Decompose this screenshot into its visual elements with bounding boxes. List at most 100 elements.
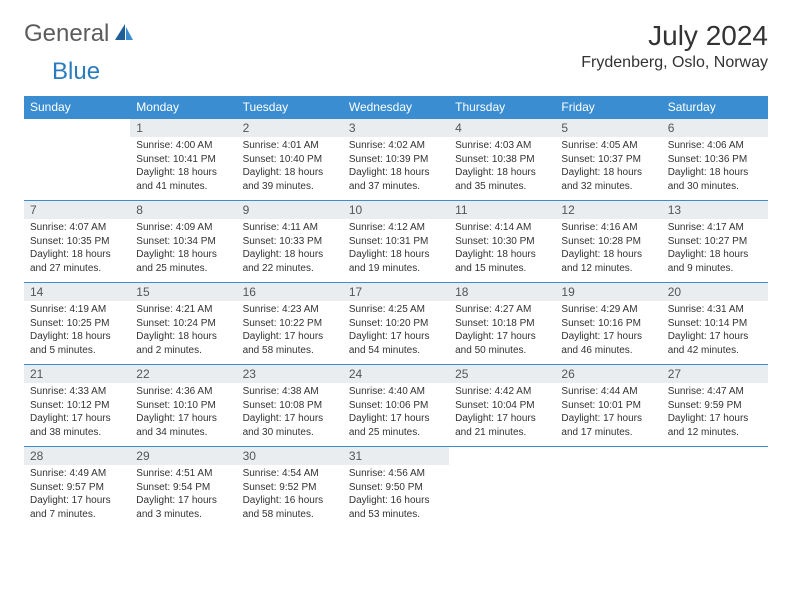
title-block: July 2024 Frydenberg, Oslo, Norway (581, 20, 768, 72)
day-number: 16 (237, 283, 343, 301)
day-detail: Sunrise: 4:36 AMSunset: 10:10 PMDaylight… (130, 383, 236, 443)
calendar-cell: 8Sunrise: 4:09 AMSunset: 10:34 PMDayligh… (130, 201, 236, 283)
day-detail: Sunrise: 4:11 AMSunset: 10:33 PMDaylight… (237, 219, 343, 279)
calendar-table: Sunday Monday Tuesday Wednesday Thursday… (24, 96, 768, 529)
day-detail: Sunrise: 4:23 AMSunset: 10:22 PMDaylight… (237, 301, 343, 361)
calendar-cell: 28Sunrise: 4:49 AMSunset: 9:57 PMDayligh… (24, 447, 130, 529)
day-number: 11 (449, 201, 555, 219)
day-number: 24 (343, 365, 449, 383)
calendar-cell: 21Sunrise: 4:33 AMSunset: 10:12 PMDaylig… (24, 365, 130, 447)
day-detail: Sunrise: 4:27 AMSunset: 10:18 PMDaylight… (449, 301, 555, 361)
calendar-cell: 12Sunrise: 4:16 AMSunset: 10:28 PMDaylig… (555, 201, 661, 283)
day-detail: Sunrise: 4:09 AMSunset: 10:34 PMDaylight… (130, 219, 236, 279)
calendar-cell: 25Sunrise: 4:42 AMSunset: 10:04 PMDaylig… (449, 365, 555, 447)
calendar-cell: 15Sunrise: 4:21 AMSunset: 10:24 PMDaylig… (130, 283, 236, 365)
calendar-cell: 22Sunrise: 4:36 AMSunset: 10:10 PMDaylig… (130, 365, 236, 447)
day-number: 25 (449, 365, 555, 383)
day-detail: Sunrise: 4:00 AMSunset: 10:41 PMDaylight… (130, 137, 236, 197)
calendar-cell: 7Sunrise: 4:07 AMSunset: 10:35 PMDayligh… (24, 201, 130, 283)
page-location: Frydenberg, Oslo, Norway (581, 54, 768, 72)
day-header: Monday (130, 96, 236, 119)
day-number: 23 (237, 365, 343, 383)
day-number: 20 (662, 283, 768, 301)
day-number: 13 (662, 201, 768, 219)
day-number: 9 (237, 201, 343, 219)
calendar-cell: 19Sunrise: 4:29 AMSunset: 10:16 PMDaylig… (555, 283, 661, 365)
day-detail: Sunrise: 4:51 AMSunset: 9:54 PMDaylight:… (130, 465, 236, 525)
calendar-cell: 24Sunrise: 4:40 AMSunset: 10:06 PMDaylig… (343, 365, 449, 447)
calendar-cell: 31Sunrise: 4:56 AMSunset: 9:50 PMDayligh… (343, 447, 449, 529)
day-detail: Sunrise: 4:49 AMSunset: 9:57 PMDaylight:… (24, 465, 130, 525)
day-number: 1 (130, 119, 236, 137)
day-number: 18 (449, 283, 555, 301)
day-header: Sunday (24, 96, 130, 119)
day-detail: Sunrise: 4:33 AMSunset: 10:12 PMDaylight… (24, 383, 130, 443)
logo: General (24, 20, 137, 48)
day-number: 5 (555, 119, 661, 137)
calendar-cell: 16Sunrise: 4:23 AMSunset: 10:22 PMDaylig… (237, 283, 343, 365)
calendar-cell: 5Sunrise: 4:05 AMSunset: 10:37 PMDayligh… (555, 119, 661, 201)
day-detail: Sunrise: 4:56 AMSunset: 9:50 PMDaylight:… (343, 465, 449, 525)
calendar-cell: 23Sunrise: 4:38 AMSunset: 10:08 PMDaylig… (237, 365, 343, 447)
day-number: 29 (130, 447, 236, 465)
calendar-cell (662, 447, 768, 529)
logo-text-general: General (24, 20, 109, 48)
day-number: 28 (24, 447, 130, 465)
calendar-cell: 13Sunrise: 4:17 AMSunset: 10:27 PMDaylig… (662, 201, 768, 283)
day-detail: Sunrise: 4:07 AMSunset: 10:35 PMDaylight… (24, 219, 130, 279)
calendar-cell: 18Sunrise: 4:27 AMSunset: 10:18 PMDaylig… (449, 283, 555, 365)
calendar-cell: 6Sunrise: 4:06 AMSunset: 10:36 PMDayligh… (662, 119, 768, 201)
calendar-week-row: 7Sunrise: 4:07 AMSunset: 10:35 PMDayligh… (24, 201, 768, 283)
day-number: 14 (24, 283, 130, 301)
day-header: Friday (555, 96, 661, 119)
day-number: 22 (130, 365, 236, 383)
day-number: 4 (449, 119, 555, 137)
day-detail: Sunrise: 4:31 AMSunset: 10:14 PMDaylight… (662, 301, 768, 361)
day-detail: Sunrise: 4:38 AMSunset: 10:08 PMDaylight… (237, 383, 343, 443)
calendar-cell (449, 447, 555, 529)
day-number: 15 (130, 283, 236, 301)
calendar-cell: 11Sunrise: 4:14 AMSunset: 10:30 PMDaylig… (449, 201, 555, 283)
day-number: 19 (555, 283, 661, 301)
day-header: Tuesday (237, 96, 343, 119)
calendar-cell: 2Sunrise: 4:01 AMSunset: 10:40 PMDayligh… (237, 119, 343, 201)
day-detail: Sunrise: 4:05 AMSunset: 10:37 PMDaylight… (555, 137, 661, 197)
day-detail: Sunrise: 4:47 AMSunset: 9:59 PMDaylight:… (662, 383, 768, 443)
page-title: July 2024 (581, 20, 768, 52)
day-detail: Sunrise: 4:14 AMSunset: 10:30 PMDaylight… (449, 219, 555, 279)
calendar-cell (24, 119, 130, 201)
day-number: 10 (343, 201, 449, 219)
calendar-cell: 26Sunrise: 4:44 AMSunset: 10:01 PMDaylig… (555, 365, 661, 447)
day-detail: Sunrise: 4:12 AMSunset: 10:31 PMDaylight… (343, 219, 449, 279)
day-detail: Sunrise: 4:25 AMSunset: 10:20 PMDaylight… (343, 301, 449, 361)
calendar-cell: 10Sunrise: 4:12 AMSunset: 10:31 PMDaylig… (343, 201, 449, 283)
day-detail: Sunrise: 4:29 AMSunset: 10:16 PMDaylight… (555, 301, 661, 361)
day-detail: Sunrise: 4:16 AMSunset: 10:28 PMDaylight… (555, 219, 661, 279)
day-number: 7 (24, 201, 130, 219)
calendar-cell: 9Sunrise: 4:11 AMSunset: 10:33 PMDayligh… (237, 201, 343, 283)
calendar-week-row: 14Sunrise: 4:19 AMSunset: 10:25 PMDaylig… (24, 283, 768, 365)
day-detail: Sunrise: 4:02 AMSunset: 10:39 PMDaylight… (343, 137, 449, 197)
day-number: 27 (662, 365, 768, 383)
day-header: Wednesday (343, 96, 449, 119)
day-detail: Sunrise: 4:44 AMSunset: 10:01 PMDaylight… (555, 383, 661, 443)
calendar-cell: 1Sunrise: 4:00 AMSunset: 10:41 PMDayligh… (130, 119, 236, 201)
day-number: 6 (662, 119, 768, 137)
day-detail: Sunrise: 4:17 AMSunset: 10:27 PMDaylight… (662, 219, 768, 279)
day-detail: Sunrise: 4:21 AMSunset: 10:24 PMDaylight… (130, 301, 236, 361)
calendar-week-row: 28Sunrise: 4:49 AMSunset: 9:57 PMDayligh… (24, 447, 768, 529)
calendar-cell: 29Sunrise: 4:51 AMSunset: 9:54 PMDayligh… (130, 447, 236, 529)
day-number: 3 (343, 119, 449, 137)
day-detail: Sunrise: 4:03 AMSunset: 10:38 PMDaylight… (449, 137, 555, 197)
calendar-cell: 30Sunrise: 4:54 AMSunset: 9:52 PMDayligh… (237, 447, 343, 529)
calendar-body: 1Sunrise: 4:00 AMSunset: 10:41 PMDayligh… (24, 119, 768, 529)
calendar-cell: 17Sunrise: 4:25 AMSunset: 10:20 PMDaylig… (343, 283, 449, 365)
calendar-header-row: Sunday Monday Tuesday Wednesday Thursday… (24, 96, 768, 119)
calendar-week-row: 1Sunrise: 4:00 AMSunset: 10:41 PMDayligh… (24, 119, 768, 201)
calendar-cell: 3Sunrise: 4:02 AMSunset: 10:39 PMDayligh… (343, 119, 449, 201)
calendar-page: General July 2024 Frydenberg, Oslo, Norw… (0, 0, 792, 545)
sail-icon (113, 22, 135, 47)
day-number: 26 (555, 365, 661, 383)
calendar-cell: 27Sunrise: 4:47 AMSunset: 9:59 PMDayligh… (662, 365, 768, 447)
day-number: 17 (343, 283, 449, 301)
